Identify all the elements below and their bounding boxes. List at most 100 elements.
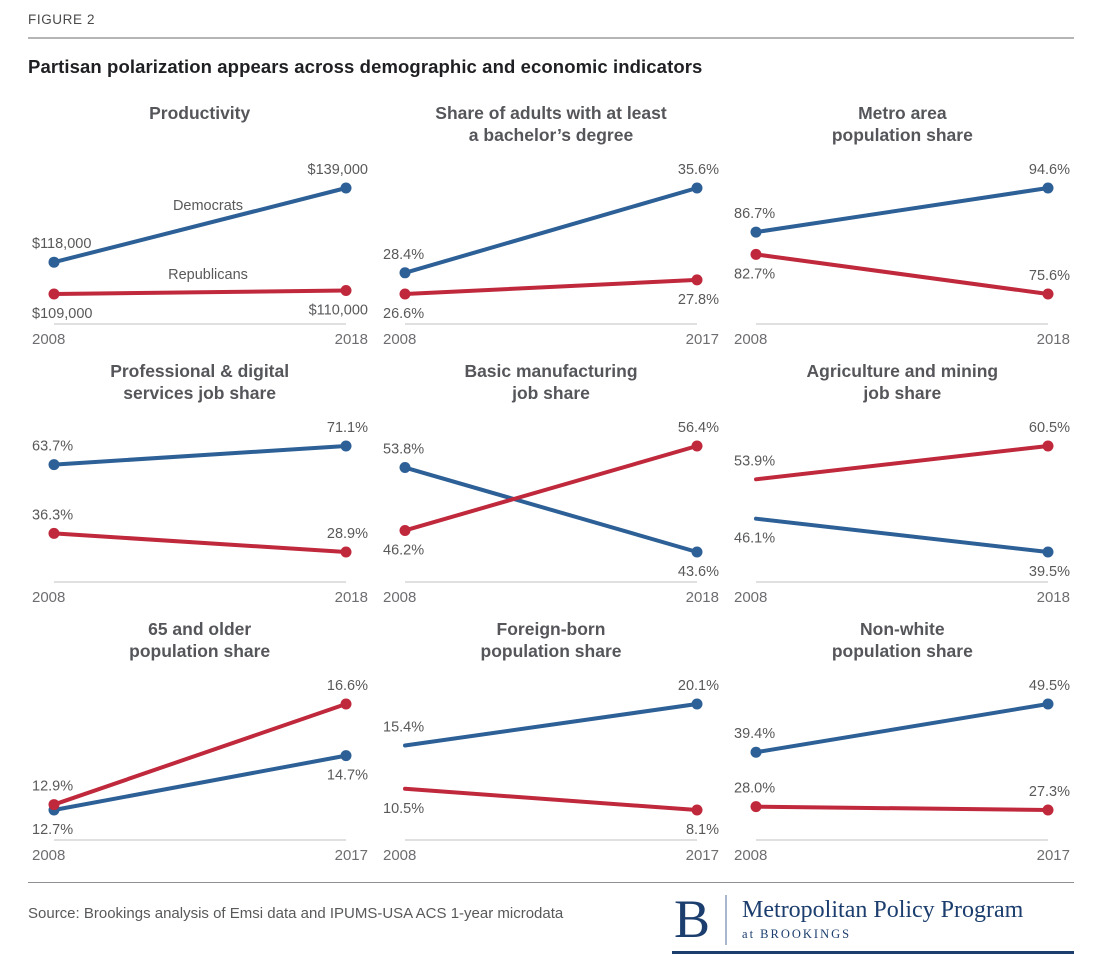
year-label-start: 2008 [383,331,416,348]
democrat-line [754,516,1051,554]
republican-end-point [1042,440,1054,451]
chart-title-line: Productivity [149,102,251,123]
chart-plot: 28.4% 35.6% 26.6% 27.8% 2008 2017 [383,162,719,348]
republican-end-point [340,284,352,296]
chart-title-line: services job share [123,382,277,403]
year-label-end: 2018 [1037,589,1070,606]
year-label-end: 2017 [334,847,367,864]
republican-start-point [48,288,60,299]
chart-title-line: Non-white [860,618,945,639]
republican-line [402,786,699,812]
chart-plot: 15.4% 20.1% 10.5% 8.1% 2008 2017 [383,678,719,864]
header-divider [28,37,1074,39]
chart-title-line: Share of adults with at least [435,102,667,123]
chart-title-line: population share [129,640,271,661]
democrat-end-point [1042,698,1054,709]
democrat-start-point [750,226,762,238]
republican-end-point [691,440,703,451]
year-label-end: 2017 [1037,847,1070,864]
brookings-b-logo-icon: B [674,889,711,950]
chart-title: Metro area population share [832,102,973,152]
republican-end-point [340,546,352,557]
year-label-start: 2008 [32,847,65,864]
year-label-end: 2018 [1037,331,1070,348]
democrat-line [51,185,348,264]
republican-start-point [399,524,411,536]
chart-plot: 46.1% 39.5% 53.9% 60.5% 2008 2018 [734,420,1070,606]
democrat-start-point [48,256,60,268]
chart-title-line: Agriculture and mining [806,360,999,381]
democrat-end-value-label: 35.6% [678,162,719,178]
republican-line [51,287,348,296]
republican-start-value-label: 36.3% [32,507,73,523]
year-label-end: 2018 [334,589,367,606]
chart-professional-digital-services-job-share: Professional & digital services job share… [28,360,371,618]
logo-divider [725,895,728,945]
chart-foreign-born-population-share: Foreign-born population share 15.4% 20.1% 10… [379,618,722,876]
democrat-series-label: Democrats [173,198,243,214]
democrat-end-point [340,182,352,193]
democrat-end-point [340,440,352,451]
chart-plot: 53.8% 43.6% 46.2% 56.4% 2008 2018 [383,420,719,606]
republican-end-point [691,804,703,815]
democrat-start-point [48,458,60,470]
republican-start-value-label: $109,000 [32,306,92,322]
republican-line [402,443,699,532]
logo-subtitle: at BROOKINGS [742,926,852,941]
democrat-line [402,465,699,554]
democrat-end-point [1042,182,1054,193]
republican-end-value-label: 60.5% [1029,420,1070,436]
year-label-start: 2008 [383,847,416,864]
democrat-start-value-label: 15.4% [383,719,424,735]
democrat-end-point [691,546,703,557]
logo-program-name: Metropolitan Policy Program [742,897,1024,924]
republican-end-point [691,273,703,285]
republican-start-point [48,798,60,810]
democrat-end-point [340,749,352,761]
republican-end-value-label: 56.4% [678,420,719,436]
chart-title-line: Basic manufacturing [464,360,638,381]
democrat-line [754,185,1051,234]
chart-title: Non-white population share [832,618,973,668]
republican-end-point [340,698,352,709]
democrat-start-value-label: 39.4% [734,726,775,742]
chart-title-line: Professional & digital [110,360,290,381]
chart-title: Professional & digital services job share [110,360,289,410]
chart-plot: 12.7% 14.7% 12.9% 16.6% 2008 2017 [32,678,368,864]
chart-title: 65 and older population share [129,618,270,668]
republican-start-point [48,527,60,539]
figure-label: FIGURE 2 [28,12,96,27]
democrat-end-value-label: $139,000 [307,162,367,178]
democrat-start-value-label: 53.8% [383,441,424,457]
chart-plot: 63.7% 71.1% 36.3% 28.9% 2008 2018 [32,420,368,606]
republican-start-point [750,800,762,812]
democrat-end-value-label: 94.6% [1029,162,1070,178]
democrat-end-value-label: 14.7% [327,767,368,783]
year-label-end: 2017 [686,847,719,864]
republican-start-value-label: 26.6% [383,306,424,322]
year-label-start: 2008 [734,847,767,864]
year-label-end: 2018 [334,331,367,348]
chart-title-line: population share [831,640,973,661]
democrat-start-value-label: 46.1% [734,530,775,546]
republican-line [754,251,1051,296]
republican-line [402,277,699,296]
republican-start-value-label: 46.2% [383,542,424,558]
chart-agriculture-and-mining-job-share: Agriculture and mining job share 46.1% 39.5… [731,360,1074,618]
year-label-start: 2008 [383,589,416,606]
chart-plot: 39.4% 49.5% 28.0% 27.3% 2008 2017 [734,678,1070,864]
year-label-start: 2008 [32,589,65,606]
year-label-end: 2018 [686,589,719,606]
chart-title-line: job share [512,382,590,403]
democrat-start-point [399,266,411,278]
republican-line [754,443,1051,481]
chart-title: Agriculture and mining job share [807,360,999,410]
democrat-line [402,185,699,275]
chart-plot: $118,000 $139,000 Democrats $109,000 $110,00… [32,162,368,348]
chart-title: Share of adults with at least a bachelor’… [435,102,666,152]
chart-title: Foreign-born population share [481,618,622,668]
chart-65-and-older-population-share: 65 and older population share 12.7% 14.7% 12… [28,618,371,876]
democrat-end-value-label: 49.5% [1029,678,1070,694]
chart-non-white-population-share: Non-white population share 39.4% 49.5% 28.0%… [731,618,1074,876]
republican-end-value-label: 16.6% [327,678,368,694]
